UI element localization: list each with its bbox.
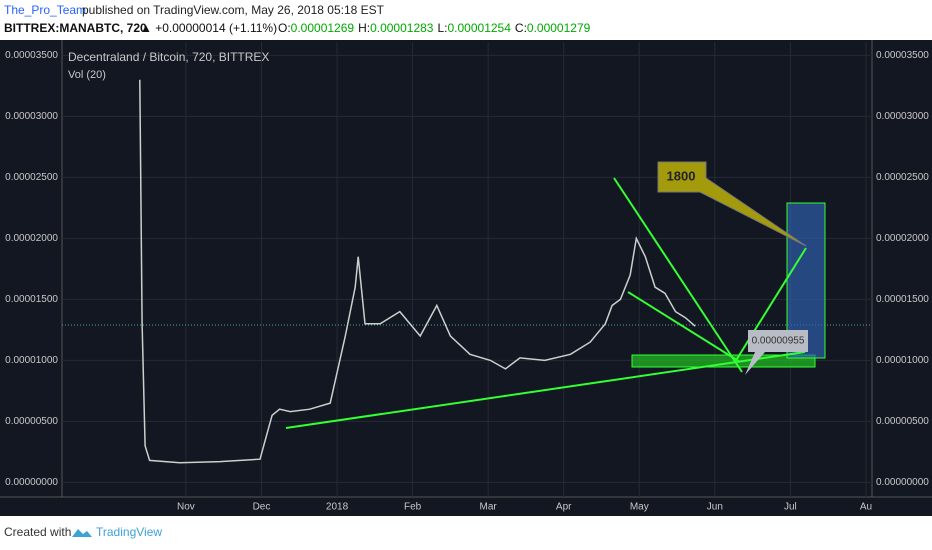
y-tick-label: 0.00003500: [876, 50, 929, 61]
ohlc-value: 0.00001283: [370, 21, 434, 35]
y-tick-label: 0.00001000: [5, 355, 58, 366]
x-tick-label: May: [630, 502, 649, 513]
footer-brand[interactable]: TradingView: [96, 525, 162, 539]
x-tick-label: 2018: [326, 502, 349, 513]
author[interactable]: The_Pro_Team: [4, 3, 86, 17]
wedge-bottom: [627, 291, 741, 363]
published: published on TradingView.com, May 26, 20…: [82, 3, 385, 17]
ohlc-value: 0.00001269: [291, 21, 355, 35]
price-callout: [745, 330, 808, 375]
y-tick-label: 0.00000500: [5, 416, 58, 427]
y-tick-label: 0.00003000: [876, 111, 929, 122]
y-tick-label: 0.00001500: [876, 294, 929, 305]
ohlc-value: 0.00001279: [527, 21, 591, 35]
y-tick-label: 0.00002000: [876, 233, 929, 244]
ohlc-label: O:: [278, 21, 291, 35]
y-tick-label: 0.00000500: [876, 416, 929, 427]
chart-title: Decentraland / Bitcoin, 720, BITTREX: [68, 50, 269, 64]
x-tick-label: Nov: [177, 502, 195, 513]
chart-subtitle: Vol (20): [68, 69, 106, 81]
annotation: 1800: [667, 168, 696, 183]
footer-created: Created with: [4, 525, 71, 539]
x-tick-label: Jul: [784, 502, 797, 513]
x-tick-label: Dec: [253, 502, 271, 513]
wedge-top: [613, 177, 743, 373]
trendline: [285, 351, 806, 429]
x-tick-label: Mar: [480, 502, 498, 513]
ohlc-label: C:: [515, 21, 527, 35]
y-tick-label: 0.00003000: [5, 111, 58, 122]
y-tick-label: 0.00001500: [5, 294, 58, 305]
y-tick-label: 0.00002500: [876, 172, 929, 183]
y-tick-label: 0.00000000: [876, 477, 929, 488]
chart-bg: [0, 40, 932, 516]
x-tick-label: Apr: [556, 502, 572, 513]
logo: [72, 529, 92, 537]
x-tick-label: Feb: [404, 502, 422, 513]
y-tick-label: 0.00001000: [876, 355, 929, 366]
ohlc-label: L:: [437, 21, 447, 35]
y-tick-label: 0.00003500: [5, 50, 58, 61]
y-tick-label: 0.00000000: [5, 477, 58, 488]
y-tick-label: 0.00002000: [5, 233, 58, 244]
change: ▲ +0.00000014 (+1.11%): [140, 21, 277, 35]
plot: [139, 79, 696, 464]
x-tick-label: Jun: [707, 502, 723, 513]
drawings: [285, 161, 826, 429]
grid: [62, 42, 872, 497]
callout: [657, 161, 807, 247]
ohlc-label: H:: [358, 21, 370, 35]
symbol: BITTREX:MANABTC, 720: [4, 21, 147, 35]
y-tick-label: 0.00002500: [5, 172, 58, 183]
target-arrow: [734, 247, 807, 363]
annotation: 0.00000955: [752, 336, 805, 347]
ohlc-value: 0.00001254: [448, 21, 512, 35]
x-tick-label: Au: [860, 502, 872, 513]
ohlc: O: 0.00001269 H: 0.00001283 L: 0.00001254 C: 0.…: [278, 21, 591, 35]
price-line: [139, 79, 696, 464]
